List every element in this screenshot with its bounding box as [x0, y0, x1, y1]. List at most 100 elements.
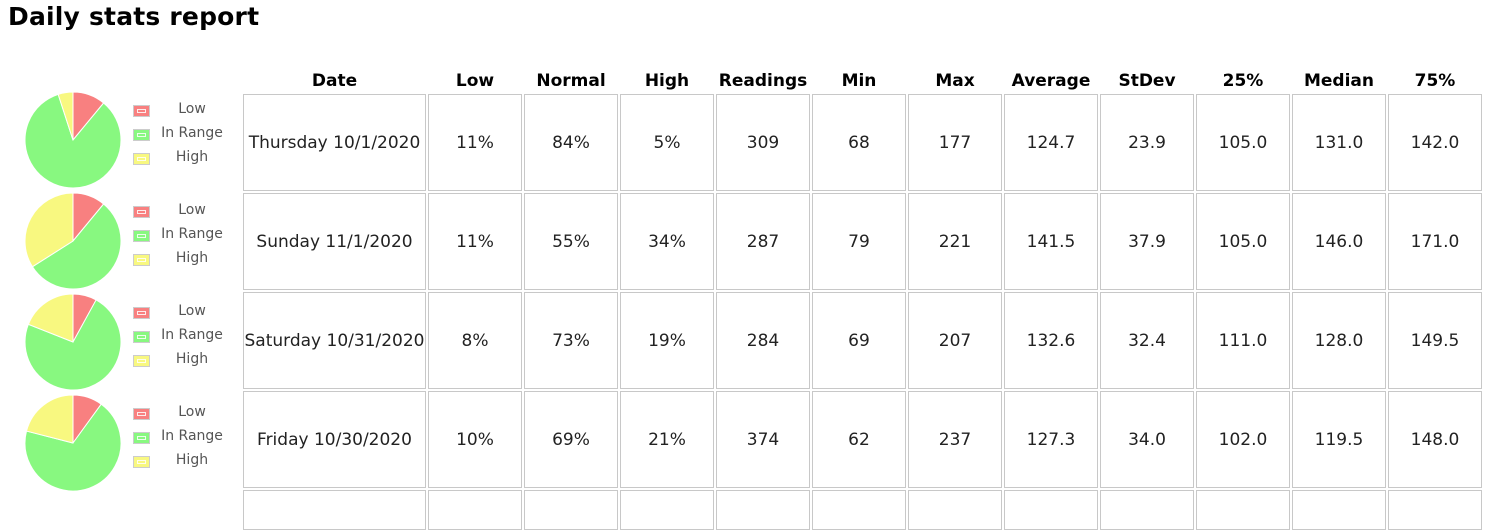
cell-high: 21% — [620, 391, 714, 488]
cell-max: 207 — [908, 292, 1002, 389]
legend-swatch-low — [133, 206, 150, 218]
cell-low: 11% — [428, 193, 522, 290]
column-header-average[interactable]: Average — [1011, 71, 1091, 91]
pie-legend: Low In Range High — [133, 303, 233, 375]
legend-label-low: Low — [178, 101, 206, 117]
cell-min: 69 — [812, 292, 906, 389]
pie-legend: Low In Range High — [133, 404, 233, 476]
legend-swatch-high — [133, 153, 150, 165]
legend-label-in-range: In Range — [161, 428, 223, 444]
pie-slice-in-range[interactable] — [31, 203, 122, 290]
legend-swatch-low — [133, 105, 150, 117]
legend-item-low[interactable]: Low — [133, 101, 233, 125]
cell-min: 68 — [812, 94, 906, 191]
cell-empty — [1100, 490, 1194, 530]
legend-item-in-range[interactable]: In Range — [133, 327, 233, 351]
cell-date: Friday 10/30/2020 — [243, 391, 426, 488]
legend-item-low[interactable]: Low — [133, 202, 233, 226]
cell-median: 128.0 — [1292, 292, 1386, 389]
column-header-p75[interactable]: 75% — [1414, 71, 1456, 91]
cell-readings: 284 — [716, 292, 810, 389]
legend-item-high[interactable]: High — [133, 351, 233, 375]
cell-high: 5% — [620, 94, 714, 191]
cell-p25: 102.0 — [1196, 391, 1290, 488]
cell-p25: 105.0 — [1196, 193, 1290, 290]
cell-empty — [524, 490, 618, 530]
column-header-readings[interactable]: Readings — [718, 71, 808, 91]
table-row: Thursday 10/1/2020 11% 84% 5% 309 68 177 124.7 2… — [243, 94, 1482, 191]
legend-item-low[interactable]: Low — [133, 303, 233, 327]
pie-chart — [24, 91, 122, 189]
legend-item-in-range[interactable]: In Range — [133, 125, 233, 149]
cell-median: 146.0 — [1292, 193, 1386, 290]
column-header-low[interactable]: Low — [455, 71, 495, 91]
cell-p75: 171.0 — [1388, 193, 1482, 290]
pie-row: Low In Range High — [0, 91, 240, 192]
pie-chart — [24, 394, 122, 492]
pie-slice-high[interactable] — [57, 91, 74, 141]
cell-max: 221 — [908, 193, 1002, 290]
pie-slice-high[interactable] — [24, 192, 74, 268]
cell-average: 127.3 — [1004, 391, 1098, 488]
cell-stdev: 32.4 — [1100, 292, 1194, 389]
pie-row: Low In Range High — [0, 293, 240, 394]
legend-swatch-high — [133, 456, 150, 468]
legend-swatch-low — [133, 408, 150, 420]
cell-stdev: 37.9 — [1100, 193, 1194, 290]
legend-item-low[interactable]: Low — [133, 404, 233, 428]
column-header-normal[interactable]: Normal — [536, 71, 606, 91]
legend-label-in-range: In Range — [161, 125, 223, 141]
cell-average: 141.5 — [1004, 193, 1098, 290]
cell-p25: 111.0 — [1196, 292, 1290, 389]
cell-normal: 69% — [524, 391, 618, 488]
cell-stdev: 34.0 — [1100, 391, 1194, 488]
legend-item-high[interactable]: High — [133, 149, 233, 173]
cell-readings: 309 — [716, 94, 810, 191]
legend-label-low: Low — [178, 303, 206, 319]
cell-normal: 84% — [524, 94, 618, 191]
column-header-median[interactable]: Median — [1303, 71, 1375, 91]
table-body: Thursday 10/1/2020 11% 84% 5% 309 68 177 124.7 2… — [243, 94, 1482, 530]
legend-item-in-range[interactable]: In Range — [133, 226, 233, 250]
pie-chart — [24, 293, 122, 391]
cell-low: 11% — [428, 94, 522, 191]
cell-empty — [1004, 490, 1098, 530]
pie-charts: Low In Range High Low In Range High Low In Rang… — [0, 0, 240, 497]
pie-chart — [24, 192, 122, 290]
column-header-p25[interactable]: 25% — [1222, 71, 1264, 91]
legend-item-in-range[interactable]: In Range — [133, 428, 233, 452]
cell-readings: 374 — [716, 391, 810, 488]
pie-slice-high[interactable] — [25, 394, 74, 444]
legend-label-low: Low — [178, 404, 206, 420]
cell-empty — [908, 490, 1002, 530]
column-header-stdev[interactable]: StDev — [1118, 71, 1176, 91]
cell-median: 131.0 — [1292, 94, 1386, 191]
legend-item-high[interactable]: High — [133, 452, 233, 476]
cell-stdev: 23.9 — [1100, 94, 1194, 191]
column-header-date[interactable]: Date — [311, 71, 358, 91]
legend-item-high[interactable]: High — [133, 250, 233, 274]
pie-slice-in-range[interactable] — [24, 403, 122, 492]
daily-stats-table: Date Low Normal High Readings Min Max Av… — [241, 60, 1484, 532]
pie-slice-high[interactable] — [27, 293, 74, 343]
table-row: Sunday 11/1/2020 11% 55% 34% 287 79 221 141.5 37… — [243, 193, 1482, 290]
cell-high: 34% — [620, 193, 714, 290]
pie-slice-in-range[interactable] — [24, 299, 122, 391]
column-header-min[interactable]: Min — [841, 71, 877, 91]
cell-empty — [620, 490, 714, 530]
cell-readings: 287 — [716, 193, 810, 290]
page-title: Daily stats report — [8, 2, 260, 31]
cell-p75: 142.0 — [1388, 94, 1482, 191]
legend-label-high: High — [175, 149, 209, 165]
legend-label-high: High — [175, 452, 209, 468]
cell-low: 10% — [428, 391, 522, 488]
column-header-max[interactable]: Max — [935, 71, 975, 91]
cell-normal: 55% — [524, 193, 618, 290]
cell-date: Sunday 11/1/2020 — [243, 193, 426, 290]
cell-empty — [1388, 490, 1482, 530]
cell-high: 19% — [620, 292, 714, 389]
pie-slice-in-range[interactable] — [24, 93, 122, 189]
cell-median: 119.5 — [1292, 391, 1386, 488]
column-header-high[interactable]: High — [644, 71, 690, 91]
pie-legend: Low In Range High — [133, 202, 233, 274]
